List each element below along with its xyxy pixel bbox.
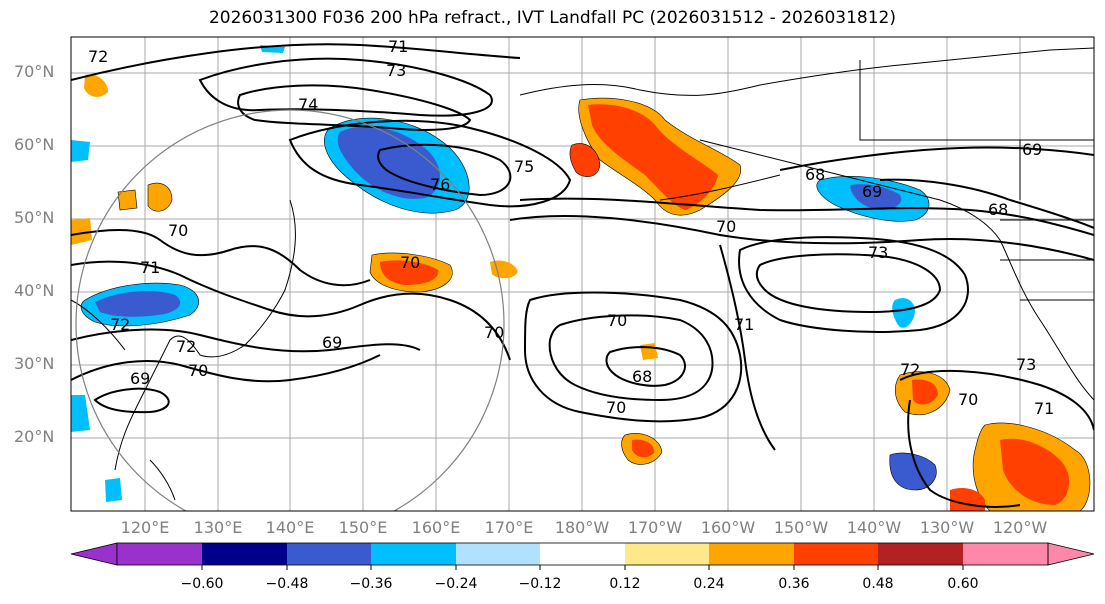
contour-lines — [71, 43, 1094, 508]
colorbar-segment — [709, 543, 794, 565]
colorbar-tick-label: −0.36 — [349, 576, 393, 592]
contour-label: 70 — [400, 253, 420, 272]
contour-label: 69 — [1022, 140, 1042, 159]
negative-anomaly-areas — [71, 45, 937, 502]
lon-label: 160°E — [411, 518, 461, 537]
lat-label: 30°N — [14, 354, 55, 373]
contour-label: 72 — [88, 47, 108, 66]
lon-label: 130°E — [193, 518, 243, 537]
lon-label: 180°W — [554, 518, 610, 537]
contour-label-group: 72 71 72 73 74 75 76 70 68 69 68 70 73 7… — [88, 37, 1054, 418]
colorbar-segment — [202, 543, 287, 565]
contour-label: 70 — [168, 221, 188, 240]
lon-label: 120°E — [120, 518, 170, 537]
colorbar-frame — [116, 542, 1049, 566]
colorbar-tick-label: 0.24 — [693, 576, 725, 592]
colorbar — [70, 542, 1095, 570]
colorbar-tick-label: −0.48 — [265, 576, 309, 592]
contour-label: 70 — [607, 311, 627, 330]
contour-label: 74 — [298, 95, 318, 114]
lon-label: 150°W — [773, 518, 829, 537]
lon-label: 150°E — [338, 518, 388, 537]
contour-label: 73 — [386, 61, 406, 80]
contour-label: 72 — [900, 360, 920, 379]
colorbar-tick-label: 0.36 — [778, 576, 810, 592]
colorbar-segment — [794, 543, 878, 565]
contour-label: 70 — [716, 217, 736, 236]
colorbar-extend-low — [70, 542, 118, 566]
lon-label: 170°W — [627, 518, 683, 537]
contour-label: 71 — [140, 258, 160, 277]
contour-label: 69 — [322, 333, 342, 352]
lat-label: 40°N — [14, 281, 55, 300]
lat-label: 60°N — [14, 135, 55, 154]
lon-label: 160°W — [700, 518, 756, 537]
colorbar-extend-high — [1047, 542, 1095, 566]
contour-label: 70 — [958, 390, 978, 409]
contour-label: 68 — [988, 200, 1008, 219]
colorbar-tick-label: 0.48 — [862, 576, 894, 592]
map-frame — [70, 36, 1095, 512]
colorbar-segment — [287, 543, 371, 565]
lon-label: 130°W — [919, 518, 975, 537]
contour-label: 73 — [1016, 355, 1036, 374]
lat-label: 20°N — [14, 427, 55, 446]
colorbar-segment — [540, 543, 625, 565]
contour-label: 72 — [110, 315, 130, 334]
contour-label: 76 — [430, 175, 450, 194]
lon-label: 140°E — [265, 518, 315, 537]
contour-label: 69 — [862, 182, 882, 201]
lon-label: 140°W — [846, 518, 902, 537]
contour-label: 73 — [868, 243, 888, 262]
contour-label: 72 — [176, 337, 196, 356]
contour-label: 70 — [188, 361, 208, 380]
colorbar-tick-label: 0.60 — [947, 576, 979, 592]
colorbar-segment — [456, 543, 540, 565]
lon-label: 120°W — [992, 518, 1048, 537]
colorbar-tick-label: 0.12 — [609, 576, 641, 592]
colorbar-tick-marks — [201, 565, 964, 570]
lat-label: 70°N — [14, 62, 55, 81]
colorbar-segment — [117, 543, 202, 565]
contour-label: 71 — [388, 37, 408, 56]
lat-label: 50°N — [14, 208, 55, 227]
map-title: 2026031300 F036 200 hPa refract., IVT La… — [208, 8, 896, 28]
contour-label: 70 — [484, 323, 504, 342]
colorbar-segment — [625, 543, 709, 565]
colorbar-segment — [371, 543, 456, 565]
contour-label: 71 — [734, 315, 754, 334]
positive-anomaly-areas — [71, 74, 1091, 511]
contour-label: 70 — [606, 398, 626, 417]
lon-label: 170°E — [484, 518, 534, 537]
colorbar-tick-label: −0.24 — [434, 576, 478, 592]
grid-lines — [71, 37, 1094, 511]
colorbar-tick-label: −0.60 — [180, 576, 224, 592]
contour-label: 68 — [805, 165, 825, 184]
colorbar-segment — [878, 543, 963, 565]
landfall-circle — [75, 109, 505, 511]
colorbar-tick-label: −0.12 — [518, 576, 562, 592]
contour-label: 71 — [1034, 399, 1054, 418]
colorbar-segment — [963, 543, 1048, 565]
contour-label: 69 — [130, 369, 150, 388]
contour-label: 75 — [514, 157, 534, 176]
contour-label: 68 — [632, 367, 652, 386]
